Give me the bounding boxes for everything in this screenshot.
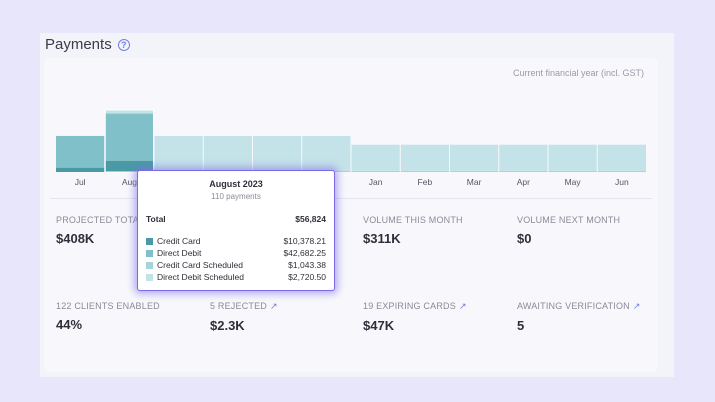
stat-value: 5: [517, 318, 525, 333]
chart-note: Current financial year (incl. GST): [512, 68, 644, 78]
bar-segment-mar-credit-card-scheduled[interactable]: [450, 170, 499, 172]
stat-label[interactable]: 19 EXPIRING CARDS: [363, 301, 456, 311]
bar-segment-nov-direct-debit-scheduled[interactable]: [253, 135, 302, 171]
stat-link-label[interactable]: AWAITING VERIFICATION ↗: [517, 301, 667, 312]
x-tick-label: Jun: [615, 177, 629, 187]
tooltip-row-credit-card: Credit Card $10,378.21: [146, 235, 326, 247]
bar-segment-sep-direct-debit-scheduled[interactable]: [154, 135, 203, 171]
tooltip-row-direct-debit-scheduled: Direct Debit Scheduled $2,720.50: [146, 271, 326, 283]
tooltip-row-value: $42,682.25: [283, 248, 326, 258]
bar-segment-jul-credit-card[interactable]: [56, 167, 105, 172]
tooltip-row-label: Direct Debit: [157, 248, 202, 258]
bar-segment-feb-direct-debit-scheduled[interactable]: [400, 144, 449, 171]
page-title-text: Payments: [45, 36, 112, 53]
tooltip-row-value: $2,720.50: [288, 272, 326, 282]
tooltip-row-label: Credit Card: [157, 236, 201, 246]
bar-segment-jan-credit-card-scheduled[interactable]: [351, 170, 400, 172]
page-title: Payments ?: [45, 36, 130, 53]
bar-segment-oct-direct-debit-scheduled[interactable]: [203, 135, 252, 171]
bar-segment-jul-direct-debit[interactable]: [56, 135, 105, 168]
bar-hover-outline: [104, 109, 154, 173]
stat-link-label[interactable]: 5 REJECTED ↗: [210, 301, 360, 312]
bar-segment-aug-direct-debit-scheduled[interactable]: [105, 109, 154, 113]
tooltip-title: August 2023: [209, 179, 263, 189]
tooltip-subtitle: 110 payments: [211, 192, 261, 201]
legend-swatch: [146, 237, 153, 245]
stat-value: $47K: [363, 318, 395, 333]
tooltip-total-label: Total: [146, 214, 166, 224]
external-link-icon[interactable]: ↗: [270, 301, 278, 311]
bar-segment-apr-direct-debit-scheduled[interactable]: [499, 144, 548, 171]
chart-tooltip: August 2023 110 payments Total $56,824 C…: [137, 170, 335, 291]
bar-segment-aug-direct-debit[interactable]: [105, 114, 154, 161]
tooltip-row-label: Credit Card Scheduled: [157, 260, 243, 270]
x-tick-label: Jul: [75, 177, 86, 187]
stat-rejected[interactable]: 5 REJECTED ↗ $2.3K: [210, 301, 360, 333]
stat-value: $2.3K: [210, 318, 245, 333]
tooltip-total-row: Total $56,824: [146, 213, 326, 225]
x-tick-label: Mar: [467, 177, 482, 187]
stat-volume-next-month: VOLUME NEXT MONTH $0: [517, 215, 667, 246]
bar-segment-jan-direct-debit-scheduled[interactable]: [351, 144, 400, 171]
x-tick-label: Feb: [418, 177, 433, 187]
legend-swatch: [146, 273, 153, 281]
bar-segment-jun-credit-card-scheduled[interactable]: [597, 170, 646, 172]
stat-label[interactable]: AWAITING VERIFICATION: [517, 301, 630, 311]
x-tick-label: Jan: [369, 177, 383, 187]
bar-segment-dec-direct-debit-scheduled[interactable]: [302, 135, 351, 171]
stat-label: 122 CLIENTS ENABLED: [56, 301, 160, 311]
stat-label[interactable]: 5 REJECTED: [210, 301, 268, 311]
tooltip-total-value: $56,824: [295, 214, 326, 224]
stat-label: PROJECTED TOTAL: [56, 215, 145, 225]
bar-segment-may-direct-debit-scheduled[interactable]: [548, 144, 597, 171]
bar-segment-apr-credit-card-scheduled[interactable]: [499, 170, 548, 172]
x-tick-label: Apr: [517, 177, 530, 187]
stat-value: $311K: [363, 231, 401, 246]
stat-label: VOLUME THIS MONTH: [363, 215, 463, 225]
bar-segment-aug-credit-card[interactable]: [105, 160, 154, 172]
x-tick-label: May: [565, 177, 582, 187]
x-tick-label: Aug: [122, 177, 137, 187]
stat-volume-this-month: VOLUME THIS MONTH $311K: [363, 215, 513, 246]
bar-segment-may-credit-card-scheduled[interactable]: [548, 170, 597, 172]
stat-clients-enabled: 122 CLIENTS ENABLED 44%: [56, 301, 206, 332]
stat-value: 44%: [56, 317, 83, 332]
stat-link-label[interactable]: 19 EXPIRING CARDS ↗: [363, 301, 513, 312]
divider: [50, 198, 652, 199]
bar-segment-jun-direct-debit-scheduled[interactable]: [597, 144, 646, 171]
bar-segment-aug-credit-card-scheduled[interactable]: [105, 112, 154, 115]
tooltip-row-label: Direct Debit Scheduled: [157, 272, 244, 282]
tooltip-row-credit-card-scheduled: Credit Card Scheduled $1,043.38: [146, 259, 326, 271]
tooltip-row-direct-debit: Direct Debit $42,682.25: [146, 247, 326, 259]
stat-expiring-cards[interactable]: 19 EXPIRING CARDS ↗ $47K: [363, 301, 513, 333]
tooltip-row-value: $10,378.21: [283, 236, 326, 246]
stat-projected-total: PROJECTED TOTAL $408K: [56, 215, 206, 246]
stat-value: $0: [517, 231, 532, 246]
bar-segment-mar-direct-debit-scheduled[interactable]: [450, 144, 499, 171]
bar-segment-feb-credit-card-scheduled[interactable]: [400, 170, 449, 172]
legend-swatch: [146, 249, 153, 257]
stat-label: VOLUME NEXT MONTH: [517, 215, 621, 225]
external-link-icon[interactable]: ↗: [632, 301, 641, 311]
stat-awaiting-verification[interactable]: AWAITING VERIFICATION ↗ 5: [517, 301, 667, 333]
stat-value: $408K: [56, 231, 95, 246]
help-icon[interactable]: ?: [117, 38, 130, 51]
tooltip-row-value: $1,043.38: [288, 260, 326, 270]
legend-swatch: [146, 261, 153, 269]
external-link-icon[interactable]: ↗: [458, 301, 467, 311]
